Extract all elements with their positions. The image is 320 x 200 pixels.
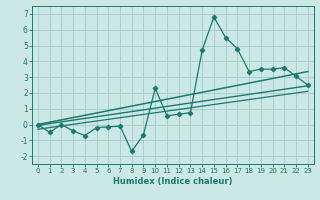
X-axis label: Humidex (Indice chaleur): Humidex (Indice chaleur) (113, 177, 233, 186)
